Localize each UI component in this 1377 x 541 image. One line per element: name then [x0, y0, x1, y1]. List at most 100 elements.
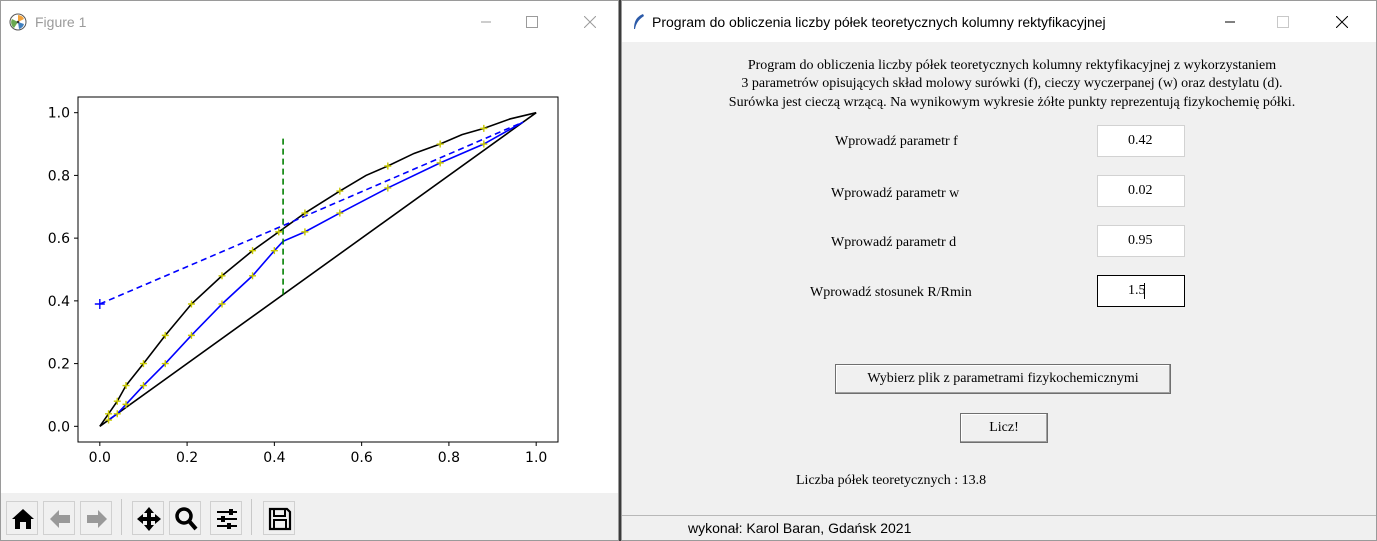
zoom-icon	[175, 507, 198, 531]
stage-point-marker	[436, 159, 444, 167]
x-tick-label: 0.0	[89, 450, 111, 466]
stage-point-marker	[161, 360, 169, 368]
maximize-button[interactable]	[1260, 1, 1306, 42]
stage-point-marker	[218, 300, 226, 308]
feather-icon	[634, 14, 644, 29]
status-bar: wykonał: Karol Baran, Gdańsk 2021	[622, 515, 1376, 540]
pan-button[interactable]	[132, 501, 164, 535]
y-tick-label: 0.4	[48, 294, 70, 310]
x-tick-label: 0.2	[176, 450, 198, 466]
stage-point-marker	[436, 140, 444, 148]
y-tick-label: 0.8	[48, 168, 70, 184]
param-f-input[interactable]: 0.42	[1097, 125, 1185, 157]
forward-arrow-icon	[87, 510, 107, 528]
stage-point-marker	[480, 140, 488, 148]
ratio-input[interactable]: 1.5	[1097, 275, 1185, 307]
configure-subplots-button[interactable]	[210, 501, 242, 535]
app-titlebar[interactable]: Program do obliczenia liczby półek teore…	[622, 1, 1376, 42]
toolbar-separator	[251, 499, 252, 535]
zoom-button[interactable]	[169, 501, 201, 535]
figure-window: Figure 1 0.0 0.2 0.4 0.6 0.8 1.0 0.0 0.2 0.4 0.6 0…	[0, 0, 619, 541]
figure-title: Figure 1	[35, 14, 87, 30]
param-d-label: Wprowadź parametr d	[831, 235, 957, 250]
maximize-button[interactable]	[509, 1, 555, 42]
configure-subplots-icon	[217, 509, 237, 529]
minimize-button[interactable]	[1207, 1, 1253, 42]
stage-point-marker	[161, 331, 169, 339]
stage-point-marker	[139, 360, 147, 368]
param-d-input[interactable]: 0.95	[1097, 225, 1185, 257]
stage-point-marker	[384, 162, 392, 170]
ratio-label: Wprowadź stosunek R/Rmin	[810, 285, 972, 300]
minimize-icon	[1225, 21, 1235, 23]
diagonal-line	[99, 112, 537, 427]
stage-point-marker	[275, 228, 283, 236]
stage-point-marker	[270, 247, 278, 255]
minimize-icon	[481, 21, 491, 23]
x-tick-label: 0.8	[438, 450, 460, 466]
stage-point-marker	[113, 397, 121, 405]
pan-icon	[137, 507, 161, 531]
stage-point-marker	[301, 228, 309, 236]
author-credit: wykonał: Karol Baran, Gdańsk 2021	[688, 520, 912, 536]
stage-line	[108, 121, 524, 421]
stage-point-marker	[105, 416, 113, 424]
stage-point-marker	[249, 247, 257, 255]
close-button[interactable]	[567, 1, 613, 42]
stage-point-marker	[187, 300, 195, 308]
app-window: Program do obliczenia liczby półek teore…	[621, 0, 1377, 541]
text-cursor	[1143, 282, 1145, 299]
save-icon	[268, 507, 292, 531]
stage-point-marker	[336, 187, 344, 195]
stage-point-marker	[113, 410, 121, 418]
home-icon	[12, 509, 34, 529]
matplotlib-logo-icon	[9, 13, 27, 31]
stage-point-marker	[336, 209, 344, 217]
stage-point-marker	[122, 382, 130, 390]
vle-chart[interactable]: 0.0 0.2 0.4 0.6 0.8 1.0 0.0 0.2 0.4 0.6 0.8 1.0	[1, 42, 619, 493]
description-line-2: 3 parametrów opisujących skład molowy su…	[741, 76, 1283, 91]
compute-button[interactable]: Licz!	[960, 413, 1048, 443]
x-tick-label: 0.6	[351, 450, 373, 466]
y-tick-label: 0.0	[48, 419, 70, 435]
intercept-marker	[94, 299, 105, 309]
stage-point-marker	[384, 184, 392, 192]
description-line-3: Surówka jest cieczą wrzącą. Na wynikowym…	[728, 95, 1296, 110]
y-tick-label: 1.0	[48, 106, 70, 122]
stage-point-marker	[480, 124, 488, 132]
stage-point-marker	[139, 382, 147, 390]
save-button[interactable]	[263, 501, 295, 535]
maximize-icon	[526, 16, 538, 28]
stage-point-marker	[301, 209, 309, 217]
toolbar-separator	[121, 499, 122, 535]
ratio-input-value: 1.5	[1128, 283, 1146, 298]
param-w-input[interactable]: 0.02	[1097, 175, 1185, 207]
stage-point-marker	[249, 272, 257, 280]
home-button[interactable]	[6, 501, 38, 535]
close-icon	[1336, 16, 1348, 28]
figure-canvas[interactable]: 0.0 0.2 0.4 0.6 0.8 1.0 0.0 0.2 0.4 0.6 0.8 1.0	[1, 42, 619, 493]
back-arrow-icon	[50, 510, 70, 528]
stage-point-marker	[218, 272, 226, 280]
choose-file-button[interactable]: Wybierz plik z parametrami fizykochemicz…	[835, 364, 1171, 394]
x-tick-label: 1.0	[525, 450, 547, 466]
back-button[interactable]	[43, 501, 75, 535]
param-w-label: Wprowadź parametr w	[831, 186, 960, 201]
forward-button[interactable]	[80, 501, 112, 535]
figure-toolbar	[1, 493, 618, 540]
stage-point-marker	[187, 331, 195, 339]
close-icon	[584, 16, 596, 28]
figure-titlebar[interactable]: Figure 1	[1, 1, 618, 42]
operating-line	[99, 121, 524, 305]
maximize-icon	[1277, 16, 1289, 28]
close-button[interactable]	[1319, 1, 1365, 42]
x-tick-label: 0.4	[263, 450, 285, 466]
y-tick-label: 0.2	[48, 357, 70, 373]
param-f-label: Wprowadź parametr f	[835, 134, 958, 149]
result-text: Liczba półek teoretycznych : 13.8	[796, 473, 987, 488]
y-tick-label: 0.6	[48, 231, 70, 247]
stage-point-marker	[122, 400, 130, 408]
stage-point-marker	[105, 410, 113, 418]
minimize-button[interactable]	[463, 1, 509, 42]
app-title: Program do obliczenia liczby półek teore…	[652, 14, 1106, 30]
